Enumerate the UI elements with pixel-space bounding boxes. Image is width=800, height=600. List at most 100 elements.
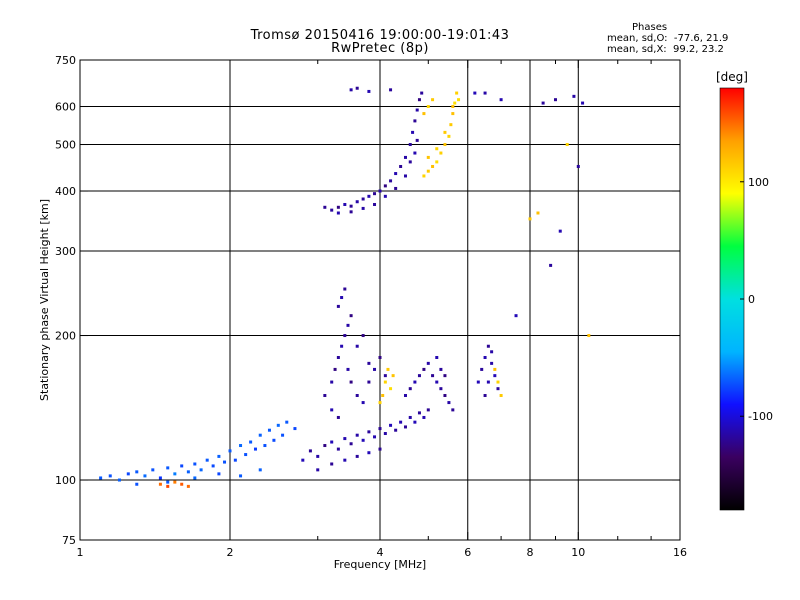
data-point — [336, 304, 340, 308]
data-point — [193, 476, 197, 480]
data-point — [394, 428, 398, 432]
data-point — [378, 189, 382, 193]
data-point — [536, 211, 540, 215]
data-point — [411, 130, 415, 134]
data-point — [378, 355, 382, 359]
data-point — [343, 334, 347, 338]
data-point — [336, 355, 340, 359]
data-point — [496, 380, 500, 384]
data-point — [483, 355, 487, 359]
y-axis-label: Stationary phase Virtual Height [km] — [38, 199, 51, 401]
data-point — [108, 474, 112, 478]
data-point — [514, 314, 518, 318]
data-point — [417, 411, 421, 415]
data-point — [391, 374, 395, 378]
data-point — [367, 361, 371, 365]
data-point — [158, 482, 162, 486]
data-point — [443, 130, 447, 134]
data-point — [576, 164, 580, 168]
data-point — [453, 101, 457, 105]
data-point — [340, 344, 344, 348]
data-point — [431, 374, 435, 378]
data-point — [420, 91, 424, 95]
data-point — [258, 468, 262, 472]
data-point — [383, 380, 387, 384]
data-point — [276, 423, 280, 427]
data-point — [435, 160, 439, 164]
data-point — [408, 160, 412, 164]
chart-title: Tromsø 20150416 19:00:00-19:01:43 — [250, 28, 510, 43]
data-point — [126, 472, 130, 476]
data-point — [439, 387, 443, 391]
colorbar-tick-label: -100 — [748, 410, 773, 423]
data-point — [355, 86, 359, 90]
y-tick-label: 200 — [55, 330, 76, 343]
data-point — [422, 112, 426, 116]
data-point — [426, 169, 430, 173]
data-point — [346, 367, 350, 371]
data-point — [408, 143, 412, 147]
data-point — [228, 449, 232, 453]
data-point — [413, 380, 417, 384]
data-point — [349, 314, 353, 318]
data-point — [323, 205, 327, 209]
data-point — [355, 454, 359, 458]
data-point — [205, 458, 209, 462]
x-tick-label: 16 — [673, 546, 687, 559]
data-point — [336, 205, 340, 209]
data-point — [373, 202, 377, 206]
data-point — [386, 367, 390, 371]
data-point — [135, 470, 139, 474]
data-point — [426, 105, 430, 109]
data-point — [349, 204, 353, 208]
data-point — [361, 334, 365, 338]
data-point — [367, 380, 371, 384]
points-layer — [99, 86, 591, 488]
data-point — [343, 202, 347, 206]
data-point — [443, 374, 447, 378]
data-point — [349, 210, 353, 214]
data-point — [389, 423, 393, 427]
data-point — [349, 88, 353, 92]
data-point — [355, 200, 359, 204]
data-point — [439, 367, 443, 371]
data-point — [451, 408, 455, 412]
data-point — [355, 344, 359, 348]
data-point — [355, 433, 359, 437]
data-point — [455, 91, 459, 95]
data-point — [166, 466, 170, 470]
chart-subtitle: RwPretec (8p) — [331, 41, 429, 56]
data-point — [151, 468, 155, 472]
phases-stat-x: mean, sd,X: 99.2, 23.2 — [607, 44, 724, 55]
data-point — [473, 91, 477, 95]
data-point — [457, 98, 461, 102]
data-point — [249, 440, 253, 444]
data-point — [403, 174, 407, 178]
data-point — [166, 484, 170, 488]
colorbar-label: [deg] — [716, 70, 748, 84]
data-point — [499, 98, 503, 102]
data-point — [381, 394, 385, 398]
data-point — [490, 361, 494, 365]
data-point — [355, 394, 359, 398]
x-axis-label: Frequency [MHz] — [334, 558, 426, 571]
data-point — [135, 482, 139, 486]
data-point — [330, 408, 334, 412]
data-point — [373, 192, 377, 196]
data-point — [415, 108, 419, 112]
data-point — [413, 420, 417, 424]
data-point — [223, 460, 227, 464]
data-point — [323, 394, 327, 398]
data-point — [383, 184, 387, 188]
data-point — [336, 447, 340, 451]
data-point — [186, 470, 190, 474]
data-point — [211, 464, 215, 468]
data-point — [285, 420, 289, 424]
y-tick-label: 600 — [55, 101, 76, 114]
data-point — [587, 334, 591, 338]
data-point — [394, 186, 398, 190]
phases-heading: Phases — [632, 22, 668, 33]
data-point — [378, 447, 382, 451]
data-point — [346, 323, 350, 327]
y-tick-label: 400 — [55, 185, 76, 198]
